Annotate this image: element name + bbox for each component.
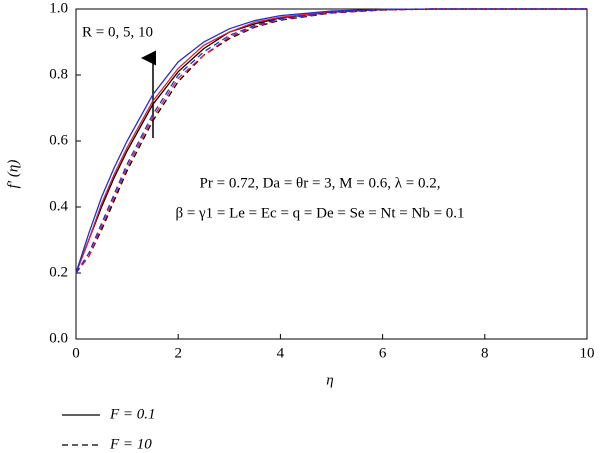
y-tick-label: 0.2 <box>49 264 68 280</box>
plot-frame <box>75 8 588 340</box>
x-tick-label: 0 <box>72 345 80 361</box>
y-tick-label: 0.8 <box>49 66 68 82</box>
x-tick-label: 8 <box>481 345 489 361</box>
legend-label: F = 0.1 <box>109 406 156 422</box>
x-tick-label: 4 <box>277 345 285 361</box>
annotation: R = 0, 5, 10 <box>82 24 153 40</box>
series-line <box>75 8 587 274</box>
annotation: β = γ1 = Le = Ec = q = De = Se = Nt = Nb… <box>175 205 464 221</box>
x-tick-label: 2 <box>174 345 182 361</box>
y-axis-label: f′ (η) <box>5 160 21 189</box>
y-tick-label: 1.0 <box>49 0 68 16</box>
legend-label: F = 10 <box>109 436 152 452</box>
series-line <box>75 8 587 274</box>
x-axis-label: η <box>326 372 333 388</box>
x-tick-label: 10 <box>580 345 595 361</box>
annotation: Pr = 0.72, Da = θr = 3, M = 0.6, λ = 0.2… <box>200 175 441 191</box>
y-tick-label: 0.6 <box>49 132 68 148</box>
series-line <box>75 8 587 274</box>
series-line <box>75 8 587 274</box>
series-line <box>75 8 587 274</box>
series-line <box>75 8 587 274</box>
y-tick-label: 0.4 <box>49 198 68 214</box>
x-tick-label: 6 <box>379 345 387 361</box>
y-tick-label: 0.0 <box>49 330 68 346</box>
